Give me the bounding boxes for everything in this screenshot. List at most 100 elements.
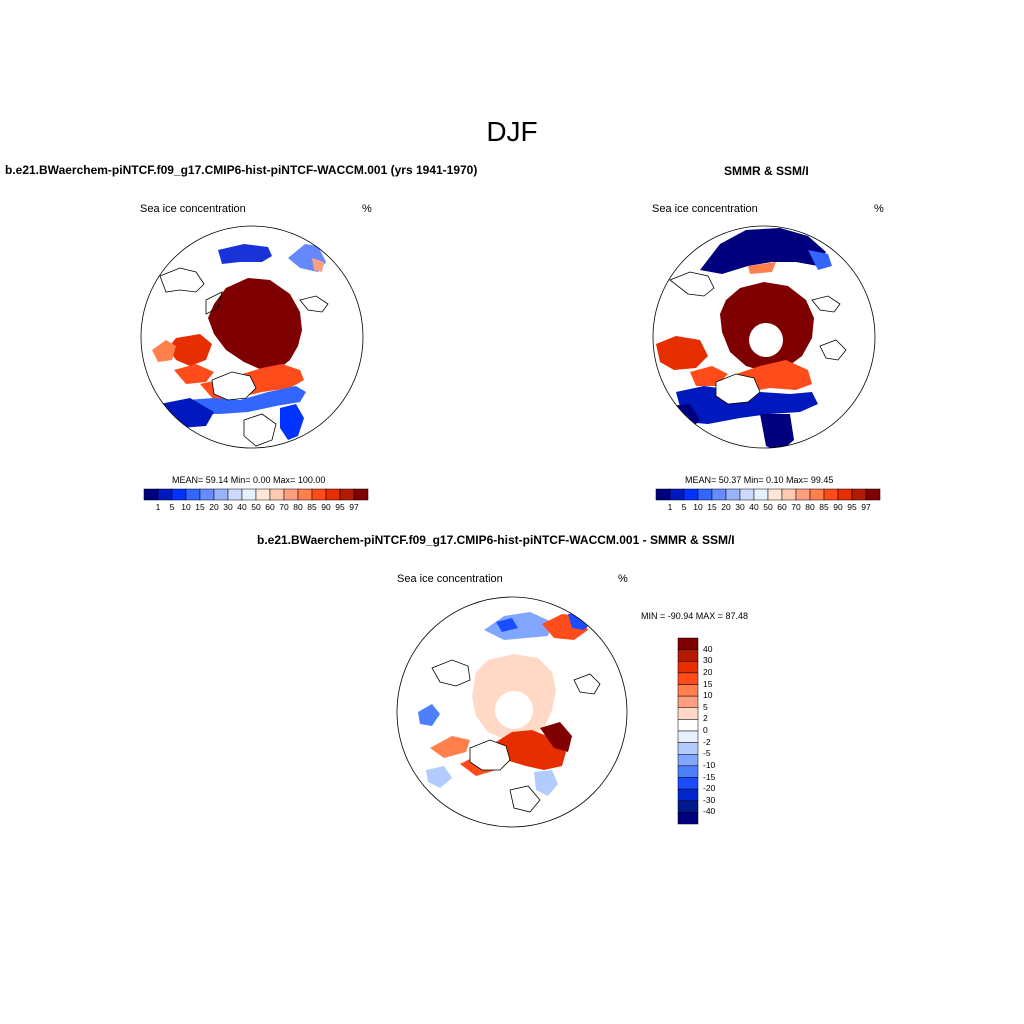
panel-2-colorbar-tick-label: 50 bbox=[763, 502, 773, 512]
panel-3-colorbar-tick-label: -20 bbox=[703, 783, 716, 794]
panel-1-stats: MEAN= 59.14 Min= 0.00 Max= 100.00 bbox=[172, 475, 326, 485]
panel-3-title: b.e21.BWaerchem-piNTCF.f09_g17.CMIP6-his… bbox=[257, 533, 735, 547]
panel-3-colorbar-swatch bbox=[677, 719, 699, 732]
panel-1-colorbar-swatch bbox=[171, 488, 187, 501]
panel-3-colorbar-swatch bbox=[677, 754, 699, 767]
panel-2-colorbar-swatch bbox=[711, 488, 727, 501]
panel-2-colorbar-swatch bbox=[851, 488, 867, 501]
panel-1-colorbar-tick-label: 85 bbox=[307, 502, 317, 512]
panel-3-colorbar-tick-label: 20 bbox=[703, 666, 713, 677]
panel-3-colorbar-swatch bbox=[677, 777, 699, 790]
panel-3-colorbar-tick-label: -5 bbox=[703, 748, 711, 759]
panel-1-bering-ice bbox=[218, 244, 272, 264]
panel-3-colorbar-tick-label: -10 bbox=[703, 759, 716, 770]
panel-2-units-label: % bbox=[874, 203, 884, 215]
panel-2-variable-label: Sea ice concentration bbox=[652, 203, 758, 215]
panel-2-colorbar-tick-label: 40 bbox=[749, 502, 759, 512]
panel-1-colorbar-swatch bbox=[269, 488, 285, 501]
panel-1-colorbar-tick-label: 15 bbox=[195, 502, 205, 512]
panel-2-title: SMMR & SSM/I bbox=[724, 164, 809, 178]
panel-3-colorbar-swatch bbox=[677, 788, 699, 801]
panel-2-colorbar-swatch bbox=[669, 488, 685, 501]
panel-3-colorbar-tick-label: 2 bbox=[703, 713, 708, 724]
panel-2-colorbar-swatch bbox=[795, 488, 811, 501]
panel-1-colorbar-swatch bbox=[143, 488, 159, 501]
panel-1-colorbar-tick-label: 95 bbox=[335, 502, 345, 512]
panel-2-colorbar-tick-label: 60 bbox=[777, 502, 787, 512]
panel-3-greenland bbox=[469, 739, 511, 771]
panel-1-colorbar-swatch bbox=[199, 488, 215, 501]
panel-1-colorbar-tick-label: 1 bbox=[155, 502, 161, 512]
panel-2-colorbar-swatch bbox=[683, 488, 699, 501]
panel-3-colorbar-swatch bbox=[677, 684, 699, 697]
panel-3-colorbar-tick-label: 10 bbox=[703, 690, 713, 701]
panel-2-colorbar-tick-label: 70 bbox=[791, 502, 801, 512]
panel-1-colorbar-swatch bbox=[185, 488, 201, 501]
panel-2-map bbox=[652, 225, 876, 449]
panel-3-pole-hole bbox=[495, 691, 533, 729]
panel-2-colorbar-swatch bbox=[837, 488, 853, 501]
panel-3-colorbar-swatch bbox=[677, 730, 699, 743]
panel-3-colorbar-swatch bbox=[677, 649, 699, 662]
panel-2-colorbar-tick-label: 15 bbox=[707, 502, 717, 512]
panel-3-colorbar-swatch bbox=[677, 695, 699, 708]
panel-3-colorbar-tick-label: 15 bbox=[703, 678, 713, 689]
panel-1-colorbar-swatch bbox=[227, 488, 243, 501]
panel-1-colorbar-swatch bbox=[339, 488, 355, 501]
panel-3-colorbar-tick-label: 5 bbox=[703, 701, 708, 712]
panel-3-units-label: % bbox=[618, 573, 628, 585]
panel-2-pacific-ice bbox=[700, 228, 826, 274]
panel-3-pacific-negative bbox=[484, 612, 552, 640]
panel-3-colorbar-swatch bbox=[677, 812, 699, 825]
panel-2-pole-hole bbox=[749, 323, 783, 357]
panel-3-colorbar-swatch bbox=[677, 742, 699, 755]
panel-3-colorbar-tick-label: -15 bbox=[703, 771, 716, 782]
panel-1-colorbar-swatch bbox=[283, 488, 299, 501]
figure-title: DJF bbox=[486, 116, 538, 147]
panel-1-colorbar-tick-label: 70 bbox=[279, 502, 289, 512]
panel-2-colorbar-tick-label: 85 bbox=[819, 502, 829, 512]
panel-2-colorbar-tick-label: 20 bbox=[721, 502, 731, 512]
panel-1-colorbar-tick-label: 50 bbox=[251, 502, 261, 512]
panel-1-colorbar-swatch bbox=[325, 488, 341, 501]
panel-2-colorbar-swatch bbox=[739, 488, 755, 501]
panel-3-colorbar-swatch bbox=[677, 637, 699, 650]
panel-3-stats: MIN = -90.94 MAX = 87.48 bbox=[641, 611, 749, 621]
panel-1-colorbar-swatch bbox=[213, 488, 229, 501]
panel-2-colorbar-tick-label: 95 bbox=[847, 502, 857, 512]
panel-1-colorbar-tick-label: 60 bbox=[265, 502, 275, 512]
panel-3-variable-label: Sea ice concentration bbox=[397, 573, 503, 585]
panel-2-colorbar-tick-label: 5 bbox=[681, 502, 687, 512]
panel-1-variable-label: Sea ice concentration bbox=[140, 203, 246, 215]
panel-1-colorbar-swatch bbox=[255, 488, 271, 501]
panel-1-colorbar-tick-label: 30 bbox=[223, 502, 233, 512]
panel-2-colorbar-swatch bbox=[781, 488, 797, 501]
panel-2-colorbar-tick-label: 80 bbox=[805, 502, 815, 512]
panel-2-colorbar-tick-label: 90 bbox=[833, 502, 843, 512]
panel-1-central-arctic-ice bbox=[208, 278, 302, 370]
panel-1-map bbox=[140, 225, 364, 449]
panel-2-colorbar-swatch bbox=[697, 488, 713, 501]
panel-3-colorbar-tick-label: 40 bbox=[703, 643, 713, 654]
panel-3-colorbar-tick-label: 30 bbox=[703, 655, 713, 666]
panel-2-colorbar-tick-label: 1 bbox=[667, 502, 673, 512]
panel-1-colorbar-tick-label: 5 bbox=[169, 502, 175, 512]
panel-3-colorbar-tick-label: -30 bbox=[703, 794, 716, 805]
panel-1-colorbar-swatch bbox=[311, 488, 327, 501]
panel-3-colorbar-swatch bbox=[677, 707, 699, 720]
panel-2-colorbar-tick-label: 10 bbox=[693, 502, 703, 512]
panel-3-colorbar-swatch bbox=[677, 661, 699, 674]
panel-1-units-label: % bbox=[362, 203, 372, 215]
panel-3-colorbar-tick-label: 0 bbox=[703, 725, 708, 735]
panel-3-colorbar-swatch bbox=[677, 765, 699, 778]
panel-1-colorbar-tick-label: 97 bbox=[349, 502, 359, 512]
panel-2-colorbar-swatch bbox=[725, 488, 741, 501]
panel-3-colorbar-swatch bbox=[677, 800, 699, 813]
panel-3-colorbar-tick-label: -40 bbox=[703, 806, 716, 817]
panel-1-colorbar bbox=[143, 488, 369, 501]
panel-3-colorbar-tick-label: -2 bbox=[703, 736, 711, 747]
panel-2-colorbar-tick-label: 30 bbox=[735, 502, 745, 512]
panel-1-colorbar-tick-label: 20 bbox=[209, 502, 219, 512]
panel-3-colorbar bbox=[677, 637, 699, 825]
panel-2-colorbar-swatch bbox=[865, 488, 881, 501]
